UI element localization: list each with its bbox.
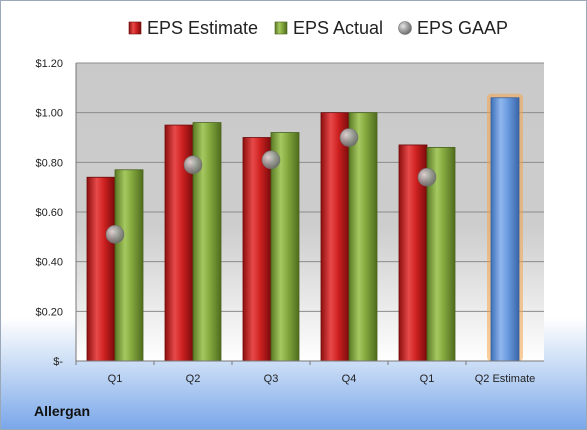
legend-swatch bbox=[274, 21, 288, 35]
legend-item-eps-actual: EPS Actual bbox=[274, 18, 383, 38]
bar-eps-estimate bbox=[242, 137, 272, 362]
y-tick-label: $0.60 bbox=[35, 207, 63, 219]
bar-eps-estimate bbox=[86, 176, 116, 362]
point-eps-gaap bbox=[105, 225, 125, 244]
y-axis: $- $0.20 $0.40 $0.60 $0.80 $1.00 $1.20 bbox=[35, 58, 77, 368]
x-tick-label: Q2 bbox=[186, 373, 201, 385]
x-tick-label: Q4 bbox=[342, 373, 357, 385]
legend-item-eps-gaap: EPS GAAP bbox=[398, 18, 508, 38]
point-eps-gaap bbox=[183, 155, 203, 175]
bar-eps-actual bbox=[348, 112, 378, 362]
legend-label: EPS GAAP bbox=[417, 18, 508, 38]
y-tick-label: $0.80 bbox=[35, 157, 63, 169]
x-tick-label: Q3 bbox=[264, 373, 279, 385]
bar-eps-actual bbox=[114, 169, 144, 362]
y-tick-label: $1.00 bbox=[35, 108, 63, 120]
bars bbox=[86, 93, 523, 362]
bar-eps-estimate bbox=[320, 112, 350, 362]
y-tick-label: $0.40 bbox=[35, 257, 63, 269]
y-tick-label: $- bbox=[53, 356, 63, 368]
x-axis: Q1 Q2 Q3 Q4 Q1 Q2 Estimate bbox=[75, 360, 544, 385]
legend-label: EPS Actual bbox=[293, 18, 383, 38]
x-tick-label: Q1 bbox=[108, 373, 123, 385]
legend-item-eps-estimate: EPS Estimate bbox=[128, 18, 258, 38]
bar-eps-actual bbox=[270, 132, 300, 362]
legend-swatch bbox=[128, 21, 142, 35]
point-eps-gaap bbox=[417, 167, 437, 187]
legend: EPS Estimate EPS Actual EPS GAAP bbox=[128, 18, 508, 38]
point-eps-gaap bbox=[339, 128, 359, 147]
gaap-points bbox=[105, 128, 437, 244]
y-tick-label: $0.20 bbox=[35, 306, 63, 318]
x-tick-label: Q1 bbox=[420, 373, 435, 385]
legend-label: EPS Estimate bbox=[147, 18, 258, 38]
bar-eps-forecast bbox=[490, 97, 520, 362]
legend-swatch bbox=[398, 21, 412, 35]
point-eps-gaap bbox=[261, 150, 281, 170]
x-tick-label: Q2 Estimate bbox=[475, 373, 536, 385]
company-name: Allergan bbox=[34, 403, 91, 419]
y-tick-label: $1.20 bbox=[35, 58, 63, 70]
